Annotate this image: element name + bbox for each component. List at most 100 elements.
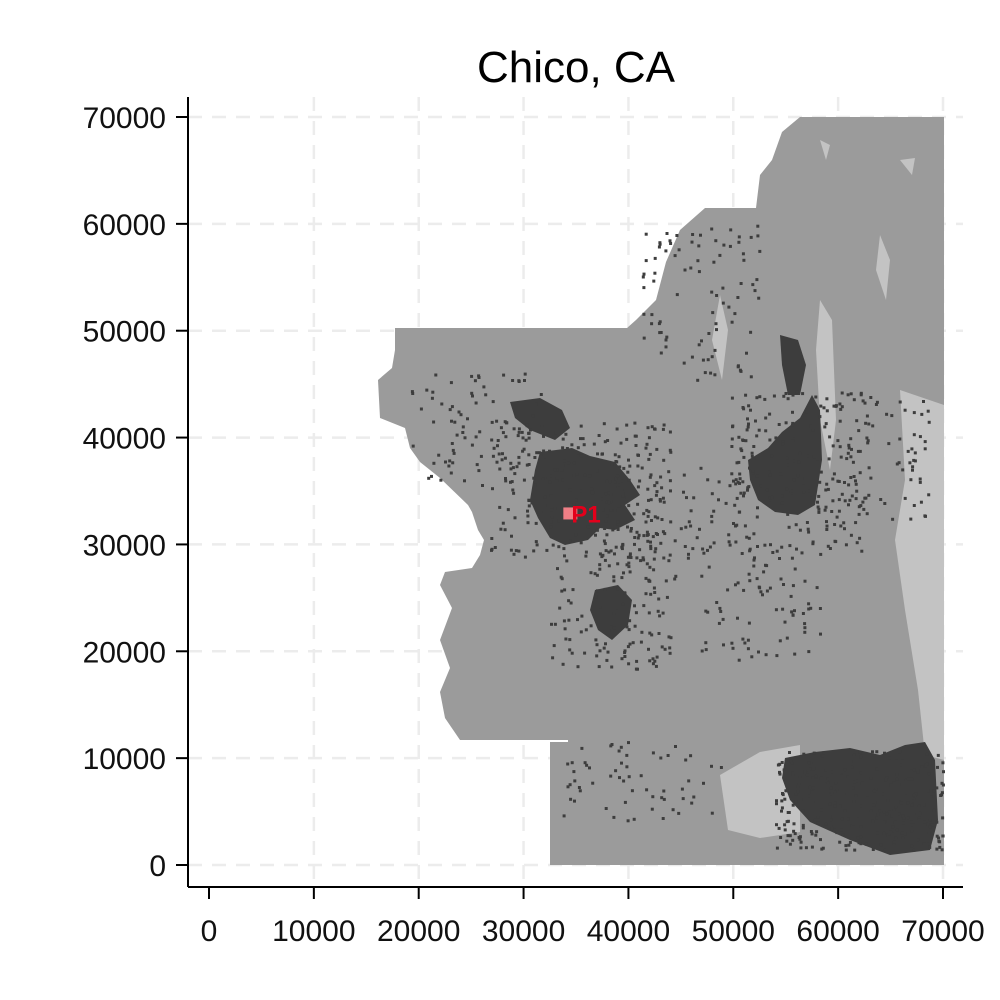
y-tick-label: 50000: [83, 316, 166, 349]
urban-pixel: [622, 466, 626, 470]
urban-pixel: [649, 473, 653, 477]
urban-pixel: [597, 665, 601, 669]
urban-pixel: [607, 564, 611, 568]
urban-pixel: [787, 525, 791, 529]
urban-pixel: [669, 636, 673, 640]
urban-pixel: [667, 559, 671, 563]
urban-pixel: [805, 521, 809, 524]
urban-pixel: [817, 494, 821, 498]
urban-pixel: [493, 546, 497, 549]
urban-pixel: [758, 586, 762, 590]
urban-pixel: [784, 421, 788, 425]
x-tick-label: 30000: [482, 915, 565, 948]
urban-pixel: [482, 385, 486, 389]
urban-pixel: [791, 613, 795, 617]
urban-pixel: [741, 406, 745, 409]
urban-pixel: [639, 640, 643, 644]
urban-pixel: [668, 479, 672, 483]
urban-pixel: [595, 528, 599, 532]
urban-pixel: [719, 610, 723, 613]
urban-pixel: [463, 479, 466, 483]
urban-pixel: [701, 358, 705, 362]
urban-pixel: [512, 552, 516, 556]
urban-pixel: [790, 489, 794, 493]
urban-pixel: [899, 763, 903, 767]
y-axis-ticks: 0 10000 20000 30000 40000 50000 60000 70000: [83, 102, 188, 883]
urban-pixel: [484, 393, 488, 397]
urban-pixel: [561, 437, 565, 441]
urban-pixel: [915, 797, 919, 801]
urban-pixel: [899, 801, 903, 805]
urban-pixel: [898, 437, 902, 441]
urban-pixel: [844, 848, 848, 852]
urban-pixel: [623, 655, 627, 658]
urban-pixel: [627, 504, 631, 508]
urban-pixel: [749, 330, 753, 334]
urban-pixel: [762, 570, 766, 574]
urban-pixel: [650, 633, 654, 637]
urban-pixel: [568, 488, 572, 492]
urban-pixel: [617, 455, 621, 459]
urban-pixel: [818, 607, 822, 610]
urban-pixel: [869, 776, 873, 780]
urban-pixel: [495, 460, 499, 464]
urban-pixel: [826, 487, 830, 491]
urban-pixel: [871, 750, 874, 754]
urban-pixel: [895, 777, 899, 781]
urban-pixel: [854, 521, 858, 525]
urban-pixel: [819, 632, 822, 636]
urban-pixel: [673, 577, 677, 581]
urban-pixel: [526, 521, 530, 525]
urban-pixel: [824, 768, 828, 772]
urban-pixel: [556, 567, 559, 571]
urban-pixel: [530, 501, 534, 505]
urban-pixel: [800, 551, 804, 555]
urban-pixel: [539, 510, 543, 514]
urban-pixel: [432, 461, 436, 465]
urban-pixel: [667, 470, 671, 474]
urban-pixel: [563, 588, 567, 592]
urban-pixel: [837, 509, 841, 513]
urban-pixel: [780, 761, 784, 764]
urban-pixel: [838, 445, 842, 449]
urban-pixel: [647, 510, 651, 514]
urban-pixel: [756, 506, 759, 510]
urban-pixel: [882, 810, 886, 814]
urban-pixel: [550, 622, 553, 626]
urban-pixel: [774, 436, 778, 440]
urban-pixel: [749, 375, 753, 379]
urban-pixel: [647, 579, 651, 583]
urban-pixel: [642, 512, 646, 516]
urban-pixel: [504, 435, 508, 439]
urban-pixel: [805, 773, 809, 777]
urban-pixel: [923, 820, 926, 824]
urban-pixel: [901, 814, 905, 818]
urban-pixel: [669, 450, 673, 454]
urban-pixel: [634, 444, 638, 447]
urban-pixel: [646, 514, 650, 518]
urban-pixel: [778, 639, 782, 643]
urban-pixel: [509, 548, 513, 552]
urban-pixel: [527, 436, 531, 440]
urban-pixel: [874, 403, 878, 406]
urban-pixel: [940, 848, 944, 852]
urban-pixel: [906, 801, 910, 805]
urban-pixel: [848, 840, 852, 844]
urban-pixel: [928, 825, 932, 829]
urban-pixel: [660, 486, 664, 490]
urban-pixel: [704, 641, 708, 645]
urban-pixel: [615, 427, 619, 431]
urban-pixel: [785, 487, 789, 491]
urban-pixel: [857, 841, 861, 845]
urban-pixel: [767, 470, 771, 474]
urban-pixel: [736, 365, 740, 369]
urban-pixel: [835, 831, 839, 835]
urban-pixel: [814, 800, 818, 804]
urban-pixel: [776, 763, 780, 767]
urban-pixel: [669, 489, 672, 493]
urban-pixel: [616, 562, 620, 566]
urban-pixel: [917, 804, 921, 808]
urban-pixel: [801, 612, 805, 615]
urban-pixel: [764, 653, 768, 657]
urban-pixel: [534, 521, 538, 525]
